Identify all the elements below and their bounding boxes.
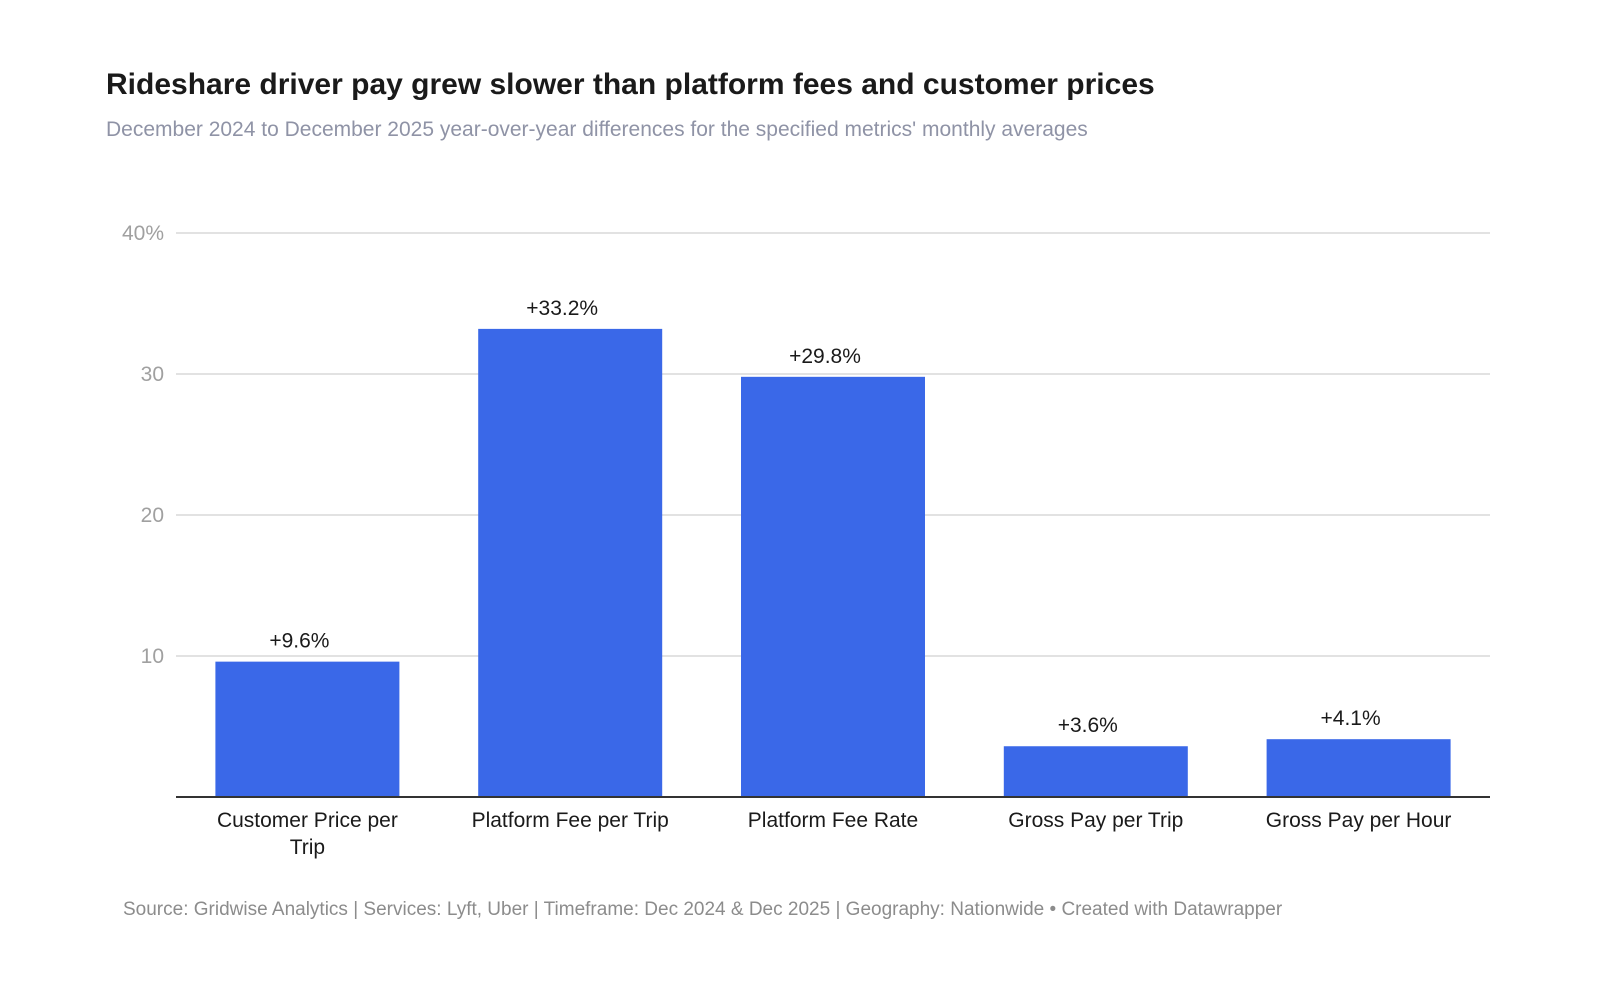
bar-1	[478, 328, 663, 797]
bars	[215, 328, 1451, 797]
source-footer: Source: Gridwise Analytics | Services: L…	[123, 899, 1283, 920]
category-label-4: Gross Pay per Hour	[1266, 809, 1452, 832]
chart-subtitle: December 2024 to December 2025 year-over…	[106, 118, 1088, 141]
bar-3	[1003, 746, 1188, 797]
data-label-3: +3.6%	[1058, 714, 1118, 737]
category-label-0-line-0: Customer Price per	[217, 809, 398, 832]
chart-title: Rideshare driver pay grew slower than pl…	[106, 68, 1155, 101]
data-label-1: +33.2%	[526, 297, 598, 320]
bar-2	[741, 376, 925, 797]
category-label-3: Gross Pay per Trip	[1008, 809, 1183, 832]
y-axis-ticks: 10 20 30 40%	[122, 222, 164, 668]
data-label-0: +9.6%	[269, 630, 329, 653]
y-tick-label-30: 30	[141, 363, 164, 386]
category-label-0-line-1: Trip	[290, 836, 325, 859]
y-tick-label-40: 40%	[122, 222, 164, 245]
bar-chart: 10 20 30 40% +9.6% +33.2% +29.8% +3.6% +4.1% Cu…	[122, 222, 1490, 859]
bar-4	[1266, 739, 1451, 797]
data-label-4: +4.1%	[1321, 707, 1381, 730]
x-axis-categories: Customer Price per Trip Platform Fee per T…	[217, 809, 1451, 859]
data-label-2: +29.8%	[789, 345, 861, 368]
y-tick-label-20: 20	[141, 504, 164, 527]
y-tick-label-10: 10	[141, 645, 164, 668]
category-label-1: Platform Fee per Trip	[472, 809, 669, 832]
bar-0	[215, 661, 400, 797]
category-label-2: Platform Fee Rate	[748, 809, 918, 832]
data-labels: +9.6% +33.2% +29.8% +3.6% +4.1%	[269, 297, 1380, 737]
